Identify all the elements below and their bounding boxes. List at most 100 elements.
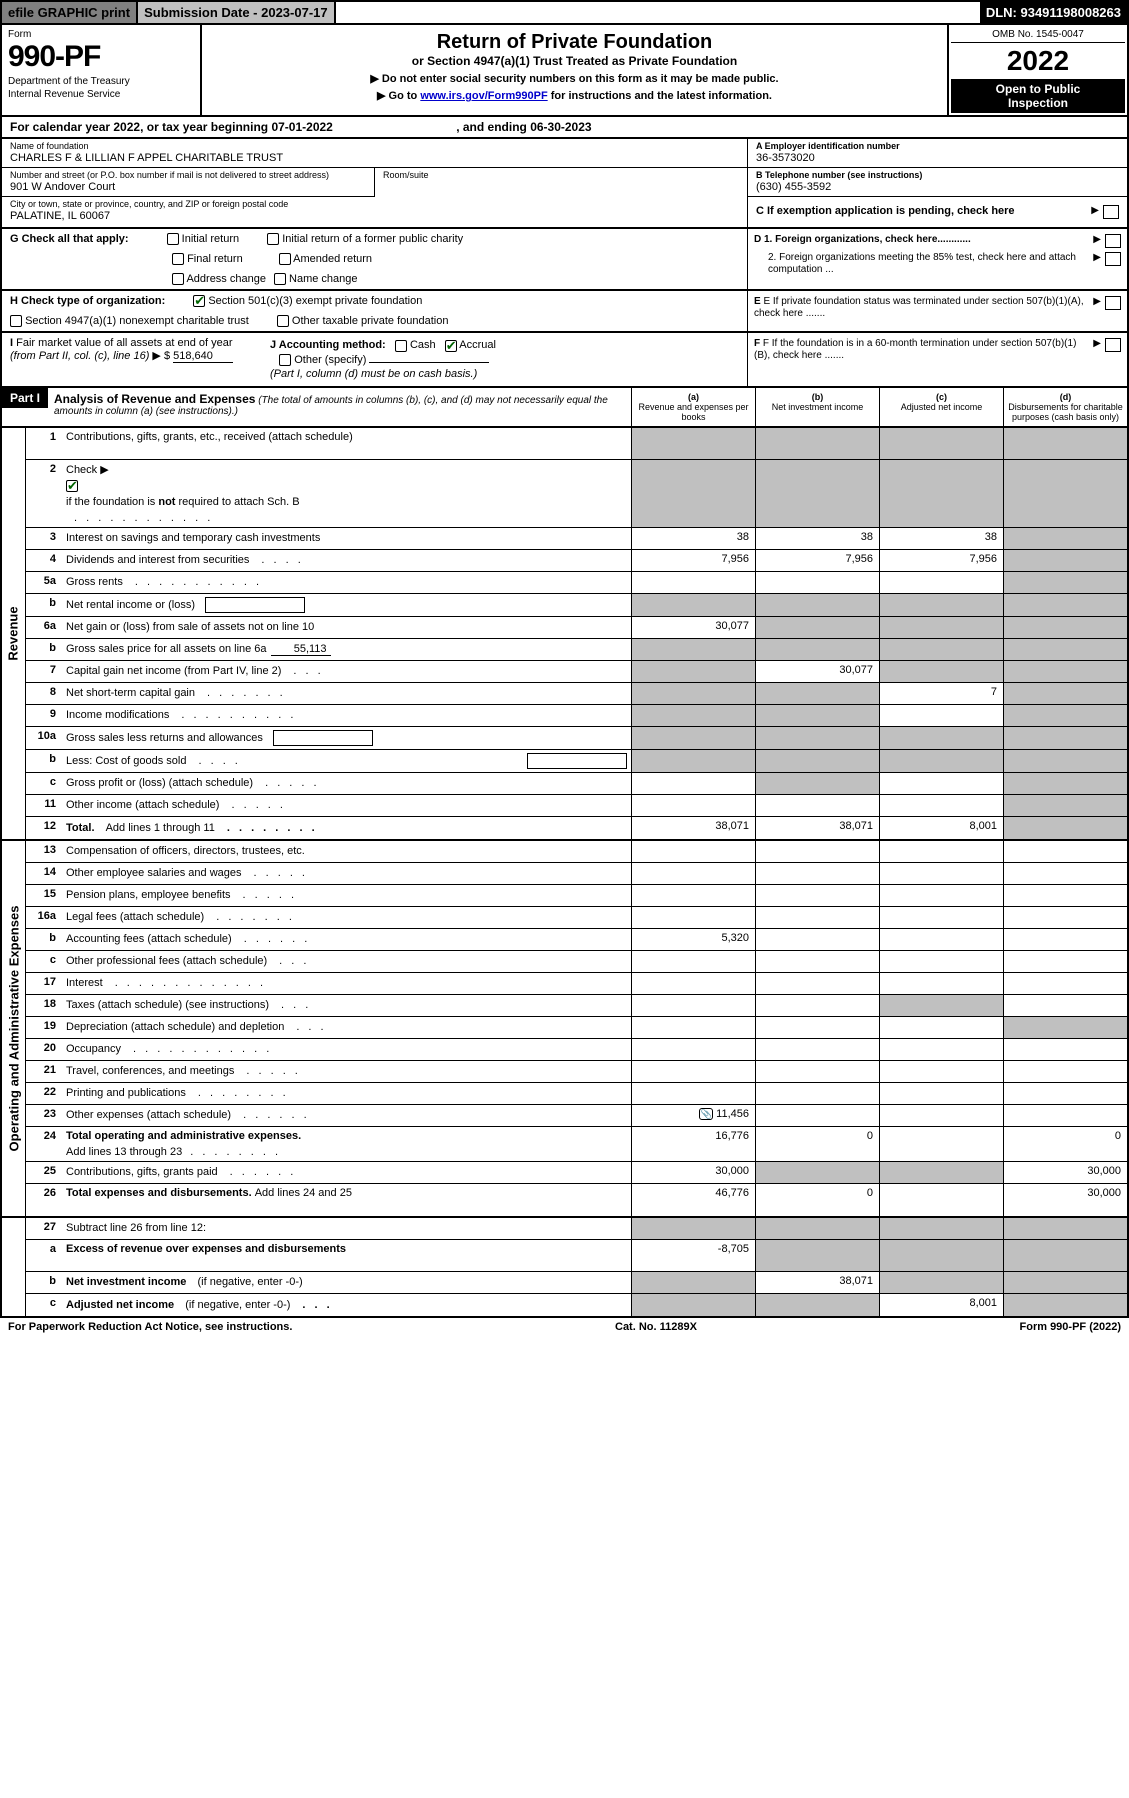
cell-b: 38	[755, 528, 879, 549]
phone-cell: B Telephone number (see instructions) (6…	[748, 168, 1127, 197]
501c3-checkbox[interactable]	[193, 295, 205, 307]
cell-b	[755, 1039, 879, 1060]
dept-line1: Department of the Treasury	[8, 76, 194, 87]
r2-post: if the foundation is not required to att…	[66, 496, 300, 508]
instruction-1: ▶ Do not enter social security numbers o…	[208, 72, 941, 85]
row-label: Interest. . . . . . . . . . . . .	[62, 973, 631, 994]
cogs-box[interactable]	[527, 753, 627, 769]
cell-b	[755, 460, 879, 527]
dots: . . . . . . . . . . . .	[66, 512, 213, 524]
cell-b	[755, 795, 879, 816]
net-rental-box[interactable]	[205, 597, 305, 613]
efile-button[interactable]: efile GRAPHIC print	[2, 2, 138, 23]
cell-a: 📎11,456	[631, 1105, 755, 1126]
row-num: 14	[26, 863, 62, 884]
e-checkbox[interactable]	[1105, 296, 1121, 310]
cell-c: 7,956	[879, 550, 1003, 571]
cell-a	[631, 428, 755, 459]
row-19: 19 Depreciation (attach schedule) and de…	[26, 1017, 1127, 1039]
row-num: b	[26, 750, 62, 772]
submission-label: Submission Date -	[144, 5, 261, 20]
other-taxable-checkbox[interactable]	[277, 315, 289, 327]
cell-d	[1003, 907, 1127, 928]
initial-former-checkbox[interactable]	[267, 233, 279, 245]
row-num: 9	[26, 705, 62, 726]
g-addr-change: Address change	[186, 273, 266, 285]
cell-d	[1003, 683, 1127, 704]
cell-c: 8,001	[879, 817, 1003, 839]
row-label: Pension plans, employee benefits. . . . …	[62, 885, 631, 906]
cell-d	[1003, 705, 1127, 726]
cell-b: 7,956	[755, 550, 879, 571]
foundation-info: Name of foundation CHARLES F & LILLIAN F…	[0, 139, 1129, 229]
4947-checkbox[interactable]	[10, 315, 22, 327]
cell-d	[1003, 885, 1127, 906]
cell-b	[755, 841, 879, 862]
gross-sales-box[interactable]	[273, 730, 373, 746]
submission-date-cell: Submission Date - 2023-07-17	[138, 2, 336, 23]
submission-date: 2023-07-17	[261, 5, 328, 20]
row-1: 1 Contributions, gifts, grants, etc., re…	[26, 428, 1127, 460]
cell-d	[1003, 727, 1127, 749]
f-checkbox[interactable]	[1105, 338, 1121, 352]
fmv-value: 518,640	[173, 350, 233, 363]
cell-d	[1003, 750, 1127, 772]
cell-a	[631, 907, 755, 928]
r2-pre: Check ▶	[66, 463, 109, 476]
cell-d	[1003, 995, 1127, 1016]
row-num: 5a	[26, 572, 62, 593]
check-section-h: H Check type of organization: Section 50…	[0, 291, 1129, 333]
cell-a: 46,776	[631, 1184, 755, 1216]
irs-link[interactable]: www.irs.gov/Form990PF	[420, 90, 547, 102]
name-change-checkbox[interactable]	[274, 273, 286, 285]
cell-b	[755, 885, 879, 906]
c-checkbox[interactable]	[1103, 205, 1119, 219]
attachment-icon[interactable]: 📎	[699, 1108, 713, 1120]
cash-checkbox[interactable]	[395, 340, 407, 352]
amended-checkbox[interactable]	[279, 253, 291, 265]
calendar-year-row: For calendar year 2022, or tax year begi…	[0, 117, 1129, 139]
final-return-checkbox[interactable]	[172, 253, 184, 265]
cell-a	[631, 683, 755, 704]
cell-a	[631, 750, 755, 772]
cell-c	[879, 995, 1003, 1016]
cell-a	[631, 460, 755, 527]
row-label: Other professional fees (attach schedule…	[62, 951, 631, 972]
initial-return-checkbox[interactable]	[167, 233, 179, 245]
row-label: Net investment income (if negative, ente…	[62, 1272, 631, 1293]
d2-checkbox[interactable]	[1105, 252, 1121, 266]
cell-a	[631, 951, 755, 972]
form-id-block: Form 990-PF Department of the Treasury I…	[2, 25, 202, 115]
sch-b-checkbox[interactable]	[66, 480, 78, 492]
other-method-checkbox[interactable]	[279, 354, 291, 366]
cell-c	[879, 594, 1003, 616]
h-checks: H Check type of organization: Section 50…	[2, 291, 747, 331]
d1-checkbox[interactable]	[1105, 234, 1121, 248]
cell-d	[1003, 617, 1127, 638]
cell-b	[755, 572, 879, 593]
addr-change-checkbox[interactable]	[172, 273, 184, 285]
row-label: Total. Add lines 1 through 11. . . . . .…	[62, 817, 631, 839]
cell-a: 38	[631, 528, 755, 549]
row-27b: b Net investment income (if negative, en…	[26, 1272, 1127, 1294]
row-num: 8	[26, 683, 62, 704]
other-specify-input[interactable]	[369, 362, 489, 363]
dept-line2: Internal Revenue Service	[8, 89, 194, 100]
row-num: 25	[26, 1162, 62, 1183]
arrow-icon: ▶	[1093, 252, 1101, 264]
row-num: c	[26, 773, 62, 794]
d2-label: 2. Foreign organizations meeting the 85%…	[754, 252, 1089, 276]
inspect-line2: Inspection	[954, 96, 1122, 110]
cat-no: Cat. No. 11289X	[615, 1321, 697, 1333]
accrual-checkbox[interactable]	[445, 340, 457, 352]
form-title-block: Return of Private Foundation or Section …	[202, 25, 947, 115]
cell-c	[879, 460, 1003, 527]
cal-mid: , and ending	[456, 120, 530, 134]
phone-label: B Telephone number (see instructions)	[756, 170, 1119, 181]
cell-a: -8,705	[631, 1240, 755, 1271]
row-6b: b Gross sales price for all assets on li…	[26, 639, 1127, 661]
row-label: Gross sales less returns and allowances	[62, 727, 631, 749]
gross-sales-value: 55,113	[271, 643, 331, 656]
row-27: 27 Subtract line 26 from line 12:	[26, 1218, 1127, 1240]
row-label: Other expenses (attach schedule). . . . …	[62, 1105, 631, 1126]
